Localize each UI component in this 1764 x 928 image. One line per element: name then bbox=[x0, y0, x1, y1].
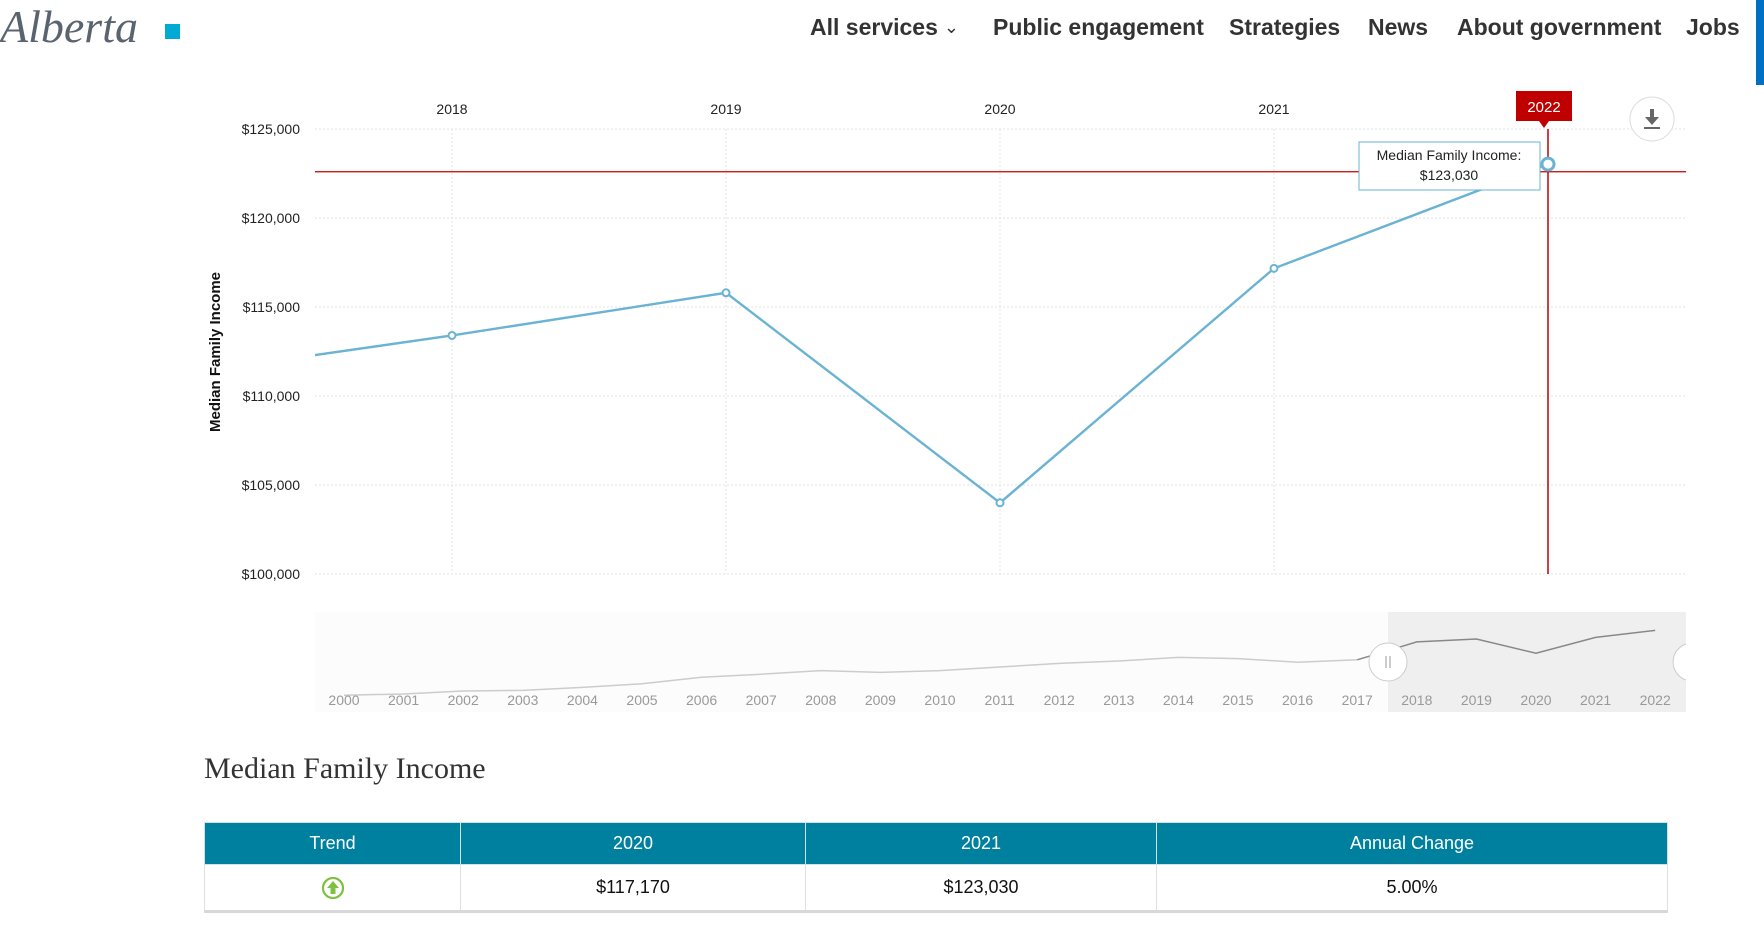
y-tick-label: $115,000 bbox=[243, 299, 301, 315]
navigator-tick-label: 2006 bbox=[686, 692, 717, 708]
tooltip: Median Family Income: $123,030 bbox=[1358, 141, 1541, 191]
navigator-line bbox=[343, 656, 1358, 696]
navigator-tick-label: 2000 bbox=[328, 692, 359, 708]
navigator-tick-label: 2018 bbox=[1401, 692, 1432, 708]
top-tick-label: 2019 bbox=[710, 101, 741, 117]
nav-all-services[interactable]: All services ⌄ bbox=[810, 14, 959, 41]
data-point[interactable] bbox=[721, 288, 731, 298]
header-trend: Trend bbox=[204, 822, 461, 865]
nav-all-services-label: All services bbox=[810, 14, 938, 40]
top-tick-label: 2021 bbox=[1258, 101, 1289, 117]
cell-2020: $117,170 bbox=[460, 864, 806, 913]
y-tick-label: $125,000 bbox=[242, 121, 301, 137]
navigator-tick-label: 2009 bbox=[865, 692, 896, 708]
data-point[interactable] bbox=[1540, 156, 1556, 172]
year-badge-pointer bbox=[1539, 121, 1549, 128]
y-tick-label: $110,000 bbox=[243, 388, 301, 404]
logo-accent-square bbox=[165, 24, 180, 39]
y-tick-label: $100,000 bbox=[242, 566, 301, 582]
data-point[interactable] bbox=[447, 330, 457, 340]
navigator-tick-label: 2012 bbox=[1044, 692, 1075, 708]
navigator-tick-label: 2016 bbox=[1282, 692, 1313, 708]
navigator-right-handle[interactable] bbox=[1672, 643, 1687, 681]
navigator-tick-label: 2008 bbox=[805, 692, 836, 708]
alberta-logo[interactable]: Alberta bbox=[0, 0, 190, 56]
navigator-tick-label: 2013 bbox=[1103, 692, 1134, 708]
navigator-tick-label: 2007 bbox=[746, 692, 777, 708]
cell-2021: $123,030 bbox=[805, 864, 1157, 913]
cell-annual-change: 5.00% bbox=[1156, 864, 1668, 913]
header-2020: 2020 bbox=[460, 822, 806, 865]
y-axis-ticks: $125,000 $120,000 $115,000 $110,000 $105,000… bbox=[242, 121, 301, 582]
logo-text: Alberta bbox=[0, 1, 138, 52]
trend-up-arrow-icon bbox=[321, 876, 344, 899]
data-point[interactable] bbox=[1269, 263, 1279, 273]
navigator-tick-label: 2020 bbox=[1520, 692, 1551, 708]
tooltip-label: Median Family Income: bbox=[1377, 147, 1522, 163]
nav-strategies[interactable]: Strategies bbox=[1229, 14, 1341, 40]
navigator-left-handle[interactable] bbox=[1368, 642, 1408, 682]
cell-trend bbox=[204, 864, 461, 913]
y-tick-label: $105,000 bbox=[242, 477, 301, 493]
section-title: Median Family Income bbox=[204, 752, 486, 785]
nav-public-engagement[interactable]: Public engagement bbox=[993, 14, 1204, 40]
top-axis-ticks: 2018 2019 2020 2021 bbox=[436, 101, 1289, 117]
header-2021: 2021 bbox=[805, 822, 1157, 865]
table-header-row: Trend 2020 2021 Annual Change bbox=[204, 822, 1668, 865]
nav-jobs[interactable]: Jobs bbox=[1686, 14, 1740, 40]
nav-about-government[interactable]: About government bbox=[1457, 14, 1662, 40]
navigator-tick-label: 2015 bbox=[1222, 692, 1253, 708]
range-navigator[interactable]: 2000 2001 2002 2003 2004 2005 2006 2007 2008 2009… bbox=[315, 612, 1687, 712]
year-badge-label: 2022 bbox=[1527, 99, 1560, 116]
income-table: Trend 2020 2021 Annual Change $117,170 $… bbox=[204, 822, 1668, 913]
edge-accent-bar bbox=[1756, 0, 1764, 85]
navigator-tick-label: 2010 bbox=[924, 692, 955, 708]
chevron-down-icon: ⌄ bbox=[943, 17, 959, 37]
y-axis-label: Median Family Income bbox=[207, 272, 224, 432]
navigator-tick-label: 2019 bbox=[1461, 692, 1492, 708]
series-median-family-income[interactable] bbox=[314, 156, 1556, 508]
chart-grid bbox=[315, 128, 1686, 575]
navigator-tick-label: 2003 bbox=[507, 692, 538, 708]
navigator-tick-label: 2021 bbox=[1580, 692, 1611, 708]
top-tick-label: 2020 bbox=[984, 101, 1015, 117]
tooltip-value: $123,030 bbox=[1420, 167, 1479, 183]
navigator-tick-label: 2002 bbox=[448, 692, 479, 708]
highlight-year-badge: 2022 bbox=[1516, 91, 1572, 128]
navigator-tick-label: 2014 bbox=[1163, 692, 1194, 708]
navigator-selected-range bbox=[1388, 612, 1686, 712]
year-badge-box bbox=[1516, 91, 1572, 121]
header-annual-change: Annual Change bbox=[1156, 822, 1668, 865]
series-line bbox=[314, 162, 1549, 505]
download-icon bbox=[1644, 109, 1660, 129]
navigator-tick-label: 2001 bbox=[388, 692, 419, 708]
table-row: $117,170 $123,030 5.00% bbox=[204, 864, 1668, 913]
main-nav: All services ⌄ Public engagement Strategi… bbox=[0, 14, 1764, 54]
navigator-tick-label: 2011 bbox=[985, 692, 1015, 708]
income-line-chart: $125,000 $120,000 $115,000 $110,000 $105,000… bbox=[207, 91, 1687, 712]
nav-news[interactable]: News bbox=[1368, 14, 1429, 40]
top-tick-label: 2018 bbox=[436, 101, 467, 117]
tooltip-box bbox=[1358, 141, 1541, 191]
navigator-tick-label: 2005 bbox=[626, 692, 657, 708]
navigator-tick-label: 2017 bbox=[1342, 692, 1373, 708]
download-button[interactable] bbox=[1629, 96, 1675, 142]
navigator-tick-label: 2004 bbox=[567, 692, 598, 708]
y-tick-label: $120,000 bbox=[242, 210, 301, 226]
navigator-selected-line bbox=[1356, 629, 1656, 661]
data-point[interactable] bbox=[995, 498, 1005, 508]
navigator-tick-label: 2022 bbox=[1640, 692, 1671, 708]
